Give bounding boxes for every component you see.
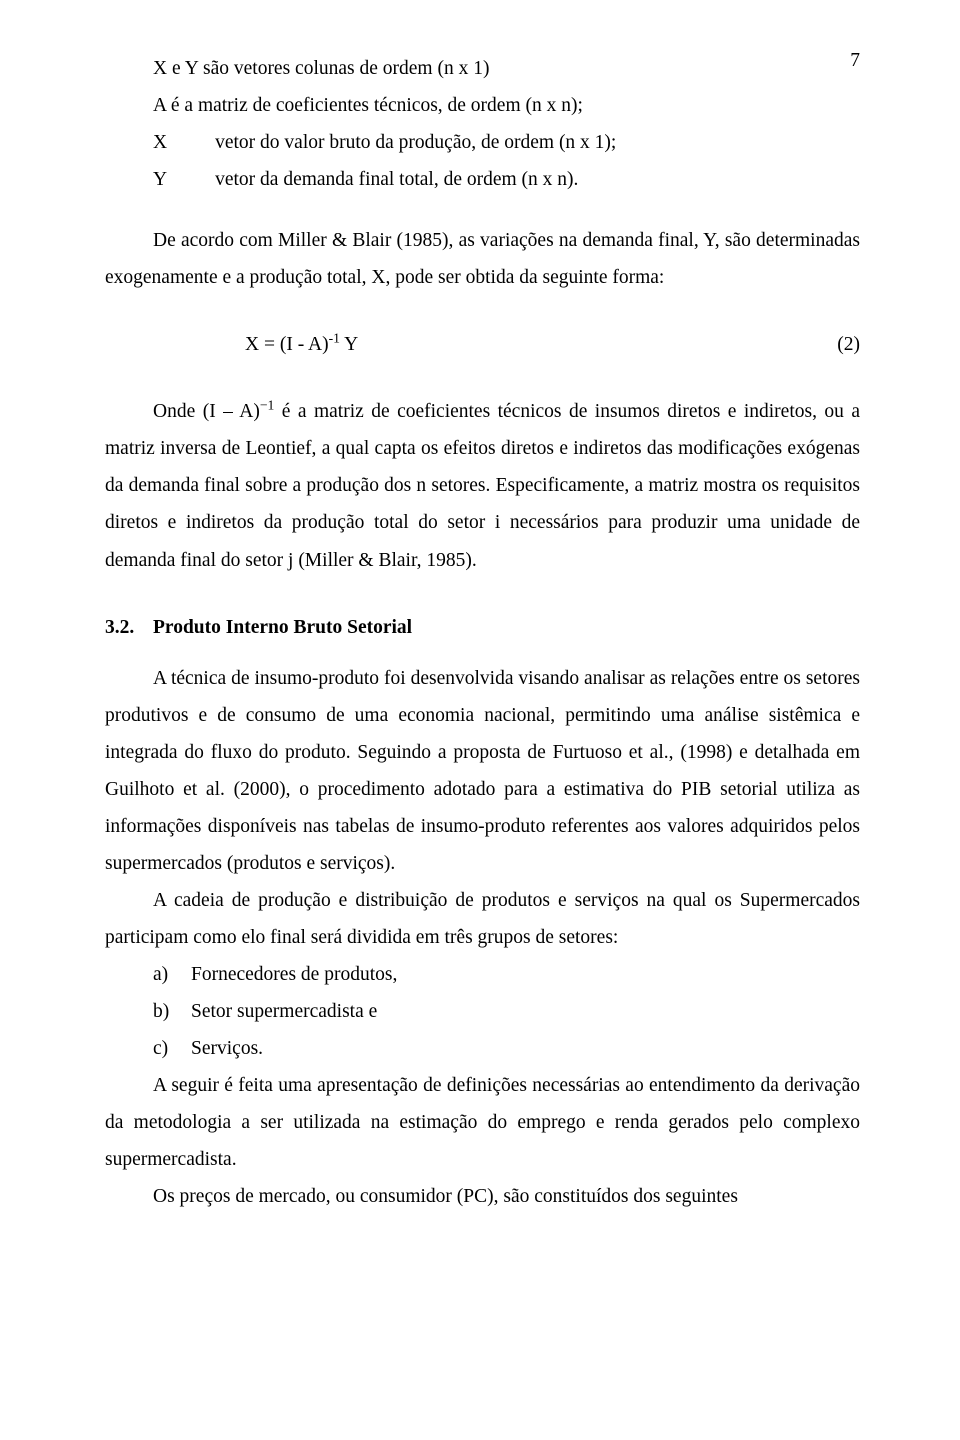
definition-key: X xyxy=(105,124,167,161)
list-item: a) Fornecedores de produtos, xyxy=(105,956,860,993)
text: é a matriz de coeficientes técnicos de i… xyxy=(105,401,860,570)
list-text: Setor supermercadista e xyxy=(191,993,860,1030)
definition-value: vetor da demanda final total, de ordem (… xyxy=(167,161,860,198)
page: 7 X e Y são vetores colunas de ordem (n … xyxy=(0,0,960,1440)
definition-list: X vetor do valor bruto da produção, de o… xyxy=(105,124,860,198)
list-item: b) Setor supermercadista e xyxy=(105,993,860,1030)
math-sup: −1 xyxy=(260,398,275,413)
equation-number: (2) xyxy=(820,326,860,363)
definition-row: X vetor do valor bruto da produção, de o… xyxy=(105,124,860,161)
paragraph-7: Os preços de mercado, ou consumidor (PC)… xyxy=(105,1178,860,1215)
section-heading-3-2: 3.2.Produto Interno Bruto Setorial xyxy=(105,609,860,646)
math-body: I – A xyxy=(209,401,253,422)
paragraph-6: A seguir é feita uma apresentação de def… xyxy=(105,1067,860,1178)
list-item: c) Serviços. xyxy=(105,1030,860,1067)
paragraph-2: De acordo com Miller & Blair (1985), as … xyxy=(105,222,860,296)
text: Onde xyxy=(153,401,203,422)
paragraph-intro-line1: X e Y são vetores colunas de ordem (n x … xyxy=(105,50,860,87)
equation-lhs: X = (I - A) xyxy=(245,334,329,355)
equation-sup: -1 xyxy=(329,331,340,346)
definition-row: Y vetor da demanda final total, de ordem… xyxy=(105,161,860,198)
section-number: 3.2. xyxy=(105,609,153,646)
paragraph-4: A técnica de insumo-produto foi desenvol… xyxy=(105,660,860,882)
definition-value: vetor do valor bruto da produção, de ord… xyxy=(167,124,860,161)
page-number: 7 xyxy=(850,42,860,79)
section-title: Produto Interno Bruto Setorial xyxy=(153,617,412,638)
ordered-list: a) Fornecedores de produtos, b) Setor su… xyxy=(105,956,860,1067)
list-marker: c) xyxy=(105,1030,191,1067)
paragraph-3: Onde (I – A)−1 é a matriz de coeficiente… xyxy=(105,393,860,578)
equation-rhs: Y xyxy=(340,334,358,355)
list-text: Serviços. xyxy=(191,1030,860,1067)
list-marker: a) xyxy=(105,956,191,993)
equation-2: X = (I - A)-1 Y (2) xyxy=(105,326,860,363)
equation-body: X = (I - A)-1 Y xyxy=(245,326,820,363)
paragraph-intro-line2: A é a matriz de coeficientes técnicos, d… xyxy=(105,87,860,124)
definition-key: Y xyxy=(105,161,167,198)
list-marker: b) xyxy=(105,993,191,1030)
paragraph-5: A cadeia de produção e distribuição de p… xyxy=(105,882,860,956)
list-text: Fornecedores de produtos, xyxy=(191,956,860,993)
